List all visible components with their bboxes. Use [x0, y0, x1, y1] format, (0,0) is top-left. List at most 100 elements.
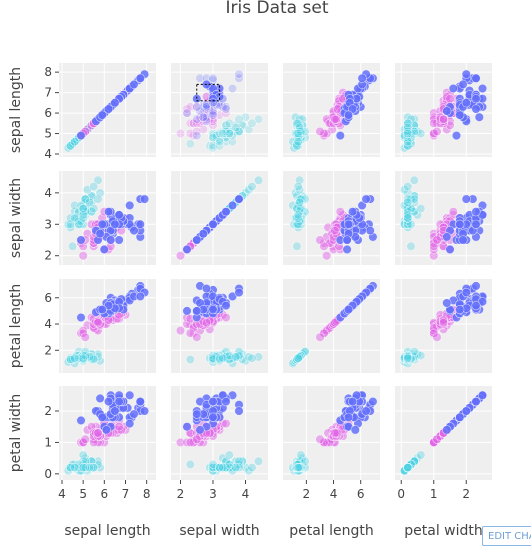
chart-title: Iris Data set: [226, 0, 329, 18]
point-setosa: [416, 450, 426, 460]
point-virginica: [129, 226, 139, 236]
point-setosa: [292, 241, 302, 251]
point-virginica: [477, 83, 488, 94]
point-versicolor: [315, 332, 325, 342]
y-tick-label: 8: [44, 65, 52, 79]
point-virginica: [76, 235, 86, 245]
x-tick-label: 2: [462, 487, 470, 501]
point-setosa: [208, 133, 218, 143]
point-setosa: [84, 197, 95, 207]
point-virginica: [227, 200, 238, 210]
point-virginica: [125, 390, 135, 400]
point-setosa: [70, 200, 80, 210]
point-virginica: [361, 194, 371, 204]
y-axis-title-sw: sepal width: [8, 178, 24, 258]
point-setosa: [293, 219, 303, 229]
point-versicolor: [432, 332, 442, 342]
point-virginica: [227, 83, 238, 94]
point-setosa: [253, 114, 264, 124]
point-virginica: [208, 108, 218, 118]
point-setosa: [409, 175, 419, 185]
point-virginica: [208, 412, 218, 422]
y-tick-label: 6: [44, 106, 52, 120]
point-versicolor: [315, 126, 325, 137]
x-tick-label: 3: [209, 487, 217, 501]
point-virginica: [76, 131, 86, 141]
point-setosa: [218, 463, 228, 473]
point-setosa: [78, 353, 88, 363]
edit-chart-button[interactable]: EDIT CHART: [482, 526, 531, 546]
point-virginica: [455, 305, 465, 315]
point-virginica: [350, 425, 360, 435]
point-virginica: [471, 73, 481, 83]
point-versicolor: [175, 326, 186, 336]
point-virginica: [182, 422, 192, 432]
point-virginica: [195, 425, 205, 435]
point-virginica: [114, 397, 124, 407]
point-virginica: [471, 397, 481, 407]
point-virginica: [221, 102, 231, 112]
point-virginica: [221, 301, 231, 311]
point-setosa: [185, 354, 195, 365]
point-setosa: [93, 175, 103, 185]
point-virginica: [129, 79, 139, 89]
point-versicolor: [201, 318, 212, 328]
point-setosa: [78, 463, 88, 473]
point-versicolor: [221, 419, 231, 429]
point-setosa: [78, 204, 88, 214]
point-virginica: [129, 409, 139, 419]
point-setosa: [84, 463, 95, 473]
point-virginica: [198, 112, 208, 122]
point-virginica: [208, 98, 218, 108]
point-setosa: [224, 118, 234, 128]
point-virginica: [114, 210, 124, 220]
point-virginica: [234, 406, 244, 416]
point-setosa: [253, 175, 264, 185]
y-tick-label: 2: [44, 404, 52, 418]
point-virginica: [471, 104, 481, 114]
point-virginica: [99, 244, 109, 254]
point-virginica: [101, 425, 111, 435]
point-setosa: [70, 213, 80, 223]
y-tick-label: 3: [44, 217, 52, 231]
y-tick-label: 4: [44, 147, 52, 161]
point-virginica: [221, 397, 231, 407]
point-virginica: [182, 244, 192, 254]
point-versicolor: [330, 226, 340, 236]
point-setosa: [406, 241, 416, 251]
point-setosa: [293, 182, 303, 192]
point-virginica: [471, 207, 481, 217]
point-virginica: [208, 73, 218, 83]
point-setosa: [208, 463, 218, 473]
point-virginica: [448, 83, 458, 94]
point-virginica: [76, 312, 86, 323]
point-setosa: [403, 213, 413, 223]
point-versicolor: [114, 422, 124, 432]
point-setosa: [403, 219, 413, 229]
x-axis-title-pw: petal width: [404, 523, 483, 539]
point-setosa: [403, 463, 413, 473]
point-virginica: [477, 390, 488, 400]
point-setosa: [218, 353, 228, 363]
x-tick-label: 6: [101, 487, 109, 501]
point-versicolor: [175, 251, 186, 261]
point-setosa: [224, 128, 234, 139]
point-versicolor: [335, 207, 345, 217]
x-tick-label: 4: [330, 487, 338, 501]
point-setosa: [231, 352, 241, 362]
point-virginica: [76, 415, 86, 426]
point-virginica: [208, 397, 218, 407]
point-virginica: [221, 207, 231, 217]
point-setosa: [296, 351, 306, 361]
x-tick-label: 4: [242, 487, 250, 501]
y-tick-label: 4: [44, 317, 52, 331]
point-virginica: [458, 79, 468, 89]
point-virginica: [365, 226, 375, 236]
point-virginica: [471, 281, 481, 291]
y-axis-title-pw: petal width: [8, 394, 24, 473]
point-versicolor: [432, 126, 442, 137]
point-virginica: [195, 73, 205, 83]
point-virginica: [135, 219, 145, 229]
point-virginica: [139, 194, 150, 204]
